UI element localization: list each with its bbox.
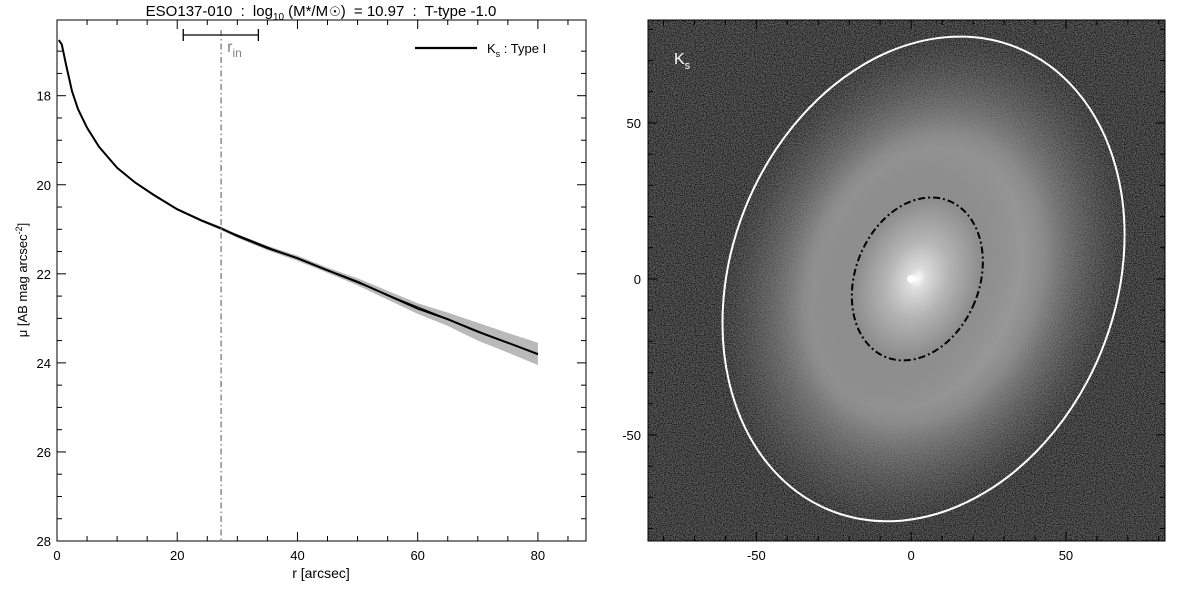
y-tick-label: 26: [37, 445, 51, 460]
image-x-tick-label: 0: [908, 548, 915, 563]
title-sep-1: :: [241, 3, 245, 20]
galaxy-core: [812, 148, 1023, 410]
profile-line: [57, 39, 539, 355]
title-galaxy: ESO137-010: [146, 3, 233, 20]
svg-text:ESO137-010 : l: ESO137-010 : log10 (M*/M☉) = 10.97 : T-ty…: [146, 3, 497, 23]
legend: Ks : Type I: [415, 41, 546, 59]
band-label: Ks: [674, 51, 691, 72]
image-y-tick-label: -50: [622, 428, 641, 443]
title-value: = 10.97: [354, 3, 404, 20]
galaxy-nucleus: [907, 274, 916, 283]
outer-isophote-ellipse: [721, 35, 1126, 523]
profile-uncertainty-band: [58, 39, 538, 366]
chart-title: ESO137-010 : log10 (M*/M☉) = 10.97 : T-ty…: [146, 3, 497, 23]
x-tick-label: 20: [170, 548, 184, 563]
y-axis-label: μ [AB mag arcsec-2]: [14, 223, 30, 338]
title-sep-2: :: [413, 3, 417, 20]
x-tick-label: 80: [531, 548, 545, 563]
title-log-sub: 10: [273, 12, 285, 23]
image-y-tick-label: 50: [627, 116, 641, 131]
image-panel: -50 0 50 -50 0 50 Ks: [622, 19, 1166, 563]
title-sun-symbol: ☉: [329, 4, 341, 19]
profile-panel: ESO137-010 : log10 (M*/M☉) = 10.97 : T-ty…: [14, 3, 587, 581]
r-in-range-bar: [182, 29, 260, 41]
image-x-tick-label: -50: [747, 548, 766, 563]
x-tick-label: 0: [53, 548, 60, 563]
plot-frame: [56, 19, 587, 542]
r-in-label: rin: [227, 39, 242, 60]
image-x-tick-label: 50: [1059, 548, 1073, 563]
y-tick-label: 20: [37, 178, 51, 193]
image-tick-labels: -50 0 50 -50 0 50: [622, 116, 1073, 563]
image-axis-ticks: [648, 20, 1165, 541]
title-mass-ratio: (M*/M: [288, 3, 328, 20]
title-ttype: T-type -1.0: [425, 3, 497, 20]
y-tick-label: 28: [37, 534, 51, 549]
x-tick-label: 60: [410, 548, 424, 563]
profile-axis-ticks: [56, 20, 586, 542]
y-tick-label: 24: [37, 356, 51, 371]
inner-isophote-ellipse: [850, 196, 984, 362]
image-y-tick-label: 0: [634, 272, 641, 287]
y-tick-label: 18: [37, 89, 51, 104]
x-axis-label: r [arcsec]: [292, 565, 350, 581]
y-tick-label: 22: [37, 267, 51, 282]
title-mass-ratio-close: ): [341, 3, 346, 20]
x-tick-label: 40: [290, 548, 304, 563]
image-frame: [647, 19, 1166, 542]
legend-label: Ks : Type I: [487, 41, 546, 59]
profile-tick-labels: 0 20 40 60 80 18 20 22 24 26 28: [37, 89, 546, 563]
title-log: log: [253, 3, 273, 20]
